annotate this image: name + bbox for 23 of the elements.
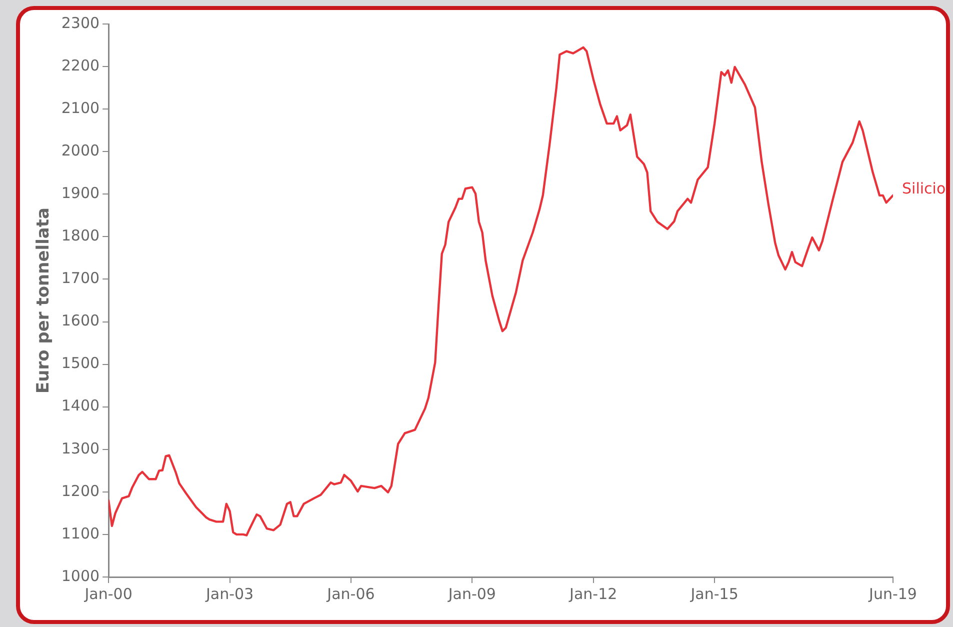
y-tick-label: 1500	[61, 354, 100, 372]
y-tick-label: 1900	[61, 184, 100, 202]
x-tick-label: Jun-19	[868, 584, 917, 603]
y-tick-label: 1600	[61, 312, 100, 330]
x-tick-label: Jan-09	[447, 584, 496, 603]
y-tick-label: 1700	[61, 269, 100, 288]
y-tick-label: 2100	[61, 98, 100, 117]
y-tick-label: 1000	[61, 566, 100, 585]
y-tick-label: 1800	[61, 226, 100, 245]
y-tick-label: 1200	[61, 482, 100, 500]
y-tick-label: 2000	[61, 142, 100, 160]
y-tick-label: 1400	[61, 396, 100, 415]
x-tick-label: Jan-12	[568, 584, 618, 603]
x-tick-label: Jan-03	[204, 584, 254, 603]
x-tick-label: Jan-15	[690, 584, 738, 603]
y-tick-label: 2300	[61, 14, 100, 32]
x-tick-label: Jan-00	[84, 584, 132, 603]
y-tick-label: 2200	[61, 56, 100, 74]
y-tick-label: 1100	[61, 524, 100, 542]
series-label: Silicio	[902, 179, 946, 198]
y-tick-label: 1300	[61, 439, 100, 458]
x-tick-label: Jan-06	[326, 584, 375, 603]
y-axis-title: Euro per tonnellata	[34, 208, 54, 394]
